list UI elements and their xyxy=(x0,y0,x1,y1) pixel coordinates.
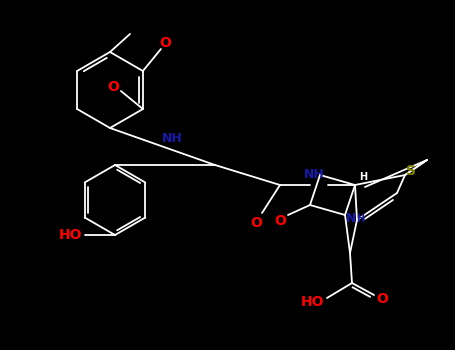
Text: S: S xyxy=(406,164,416,178)
Text: H: H xyxy=(356,214,364,224)
Text: NH: NH xyxy=(303,168,324,182)
Text: O: O xyxy=(250,216,262,230)
Text: N: N xyxy=(346,212,356,225)
Text: HO: HO xyxy=(59,228,83,242)
Text: H: H xyxy=(359,172,367,182)
Text: O: O xyxy=(159,36,171,50)
Text: O: O xyxy=(376,292,388,306)
Text: NH: NH xyxy=(162,132,183,145)
Text: O: O xyxy=(107,80,119,94)
Text: HO: HO xyxy=(301,295,325,309)
Text: O: O xyxy=(274,214,286,228)
